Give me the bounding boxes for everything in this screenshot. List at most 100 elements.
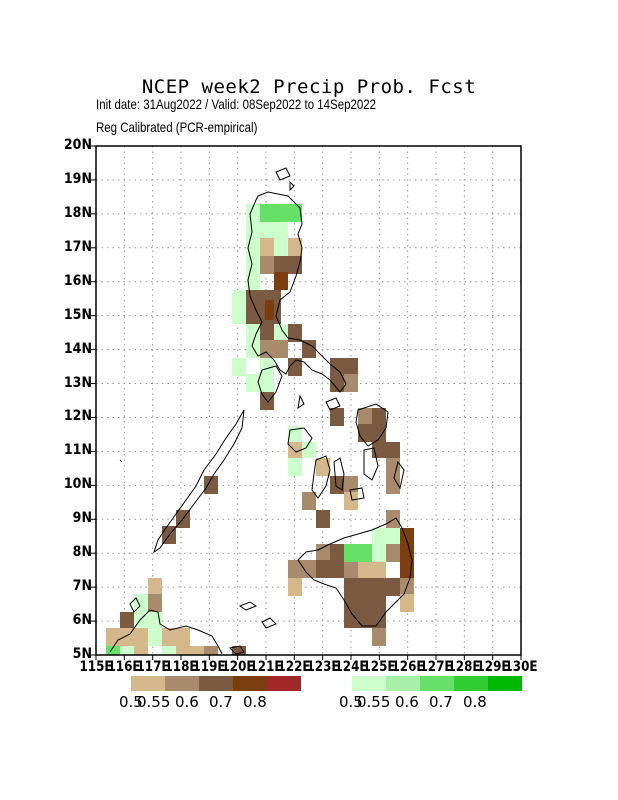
cell xyxy=(274,256,288,274)
cell xyxy=(120,628,148,646)
cell xyxy=(330,476,344,494)
lat-tick-label: 13N xyxy=(63,374,92,391)
cell xyxy=(246,204,260,238)
legend xyxy=(131,676,522,691)
cell xyxy=(372,628,386,646)
dry-probability-cells xyxy=(106,238,414,655)
cell xyxy=(302,340,316,358)
cell xyxy=(204,646,218,655)
cell xyxy=(260,340,274,358)
lat-tick-label: 18N xyxy=(63,204,92,221)
cell xyxy=(302,442,316,458)
legend-label: 0.6 xyxy=(395,693,419,711)
coastlines xyxy=(109,167,413,655)
lon-tick-label: 121E xyxy=(249,659,283,675)
cell xyxy=(288,256,302,274)
cell xyxy=(246,238,260,290)
lon-tick-label: 125E xyxy=(362,659,396,675)
cell xyxy=(288,324,302,342)
cell xyxy=(302,560,316,578)
cell xyxy=(344,374,358,392)
cell xyxy=(316,458,330,476)
cell xyxy=(330,544,344,562)
legend-label: 0.5 xyxy=(339,693,363,711)
cell xyxy=(260,358,274,392)
lat-tick-label: 10N xyxy=(63,476,92,493)
cell xyxy=(148,578,162,596)
cell xyxy=(260,238,276,256)
cell xyxy=(134,646,148,655)
legend-label: 0.7 xyxy=(209,693,233,711)
cell xyxy=(344,578,386,628)
cell xyxy=(372,442,400,458)
legend-label: 0.7 xyxy=(429,693,453,711)
legend-swatch xyxy=(352,676,386,691)
cell xyxy=(274,238,288,256)
legend-label: 0.55 xyxy=(137,693,171,711)
lon-tick-label: 118E xyxy=(164,659,198,675)
lon-tick-label: 120E xyxy=(221,659,255,675)
cell xyxy=(344,476,358,494)
cell xyxy=(232,646,246,655)
map-title: NCEP week2 Precip Prob. Fcst xyxy=(141,76,477,98)
cell xyxy=(274,324,288,340)
cell xyxy=(246,324,260,342)
cell xyxy=(316,510,330,528)
legend-label: 0.8 xyxy=(463,693,487,711)
cell xyxy=(246,290,260,326)
legend-swatch xyxy=(488,676,522,691)
cell xyxy=(274,340,288,358)
cell xyxy=(288,458,302,476)
cell xyxy=(386,528,400,544)
lon-tick-label: 117E xyxy=(136,659,170,675)
cell xyxy=(265,300,274,320)
lon-tick-label: 126E xyxy=(391,659,425,675)
cell xyxy=(372,528,386,562)
legend-swatch xyxy=(386,676,420,691)
cell xyxy=(106,628,120,646)
lat-tick-label: 16N xyxy=(63,272,92,289)
cell xyxy=(232,290,246,324)
legend-swatch xyxy=(233,676,267,691)
cell xyxy=(302,492,316,510)
init-valid-date: Init date: 31Aug2022 / Valid: 08Sep2022 … xyxy=(96,96,377,112)
lat-tick-label: 9N xyxy=(72,510,92,527)
wet-probability-cells xyxy=(106,204,400,655)
lat-tick-label: 17N xyxy=(63,238,92,255)
cell xyxy=(232,358,246,376)
lon-tick-label: 123E xyxy=(306,659,340,675)
lon-tick-label: 115E xyxy=(79,659,113,675)
cell xyxy=(288,578,302,596)
cell xyxy=(316,560,344,578)
calibration-method: Reg Calibrated (PCR-empirical) xyxy=(96,119,258,135)
cell xyxy=(246,374,260,392)
lat-tick-label: 5N xyxy=(72,646,92,662)
cell xyxy=(204,476,218,494)
cell xyxy=(148,594,162,612)
legend-label: 0.6 xyxy=(175,693,199,711)
lon-tick-label: 124E xyxy=(334,659,368,675)
map-frame xyxy=(95,145,522,656)
cell xyxy=(162,646,176,655)
cell xyxy=(358,424,386,442)
cell xyxy=(358,408,372,426)
cell xyxy=(176,628,190,646)
lon-tick-label: 116E xyxy=(107,659,141,675)
lat-tick-label: 11N xyxy=(63,442,92,459)
lon-tick-label: 127E xyxy=(419,659,453,675)
legend-swatch xyxy=(131,676,165,691)
lon-tick-label: 128E xyxy=(447,659,481,675)
legend-swatch xyxy=(454,676,488,691)
lon-tick-label: 122E xyxy=(277,659,311,675)
lon-tick-label: 129E xyxy=(476,659,510,675)
cell xyxy=(344,544,372,562)
lat-tick-label: 8N xyxy=(72,544,92,561)
cell xyxy=(120,646,134,655)
legend-label: 0.5 xyxy=(119,693,143,711)
cell xyxy=(134,612,162,628)
cell xyxy=(288,560,302,578)
legend-swatch xyxy=(420,676,454,691)
lat-tick-label: 12N xyxy=(63,408,92,425)
legend-swatch xyxy=(199,676,233,691)
cell xyxy=(316,544,330,562)
